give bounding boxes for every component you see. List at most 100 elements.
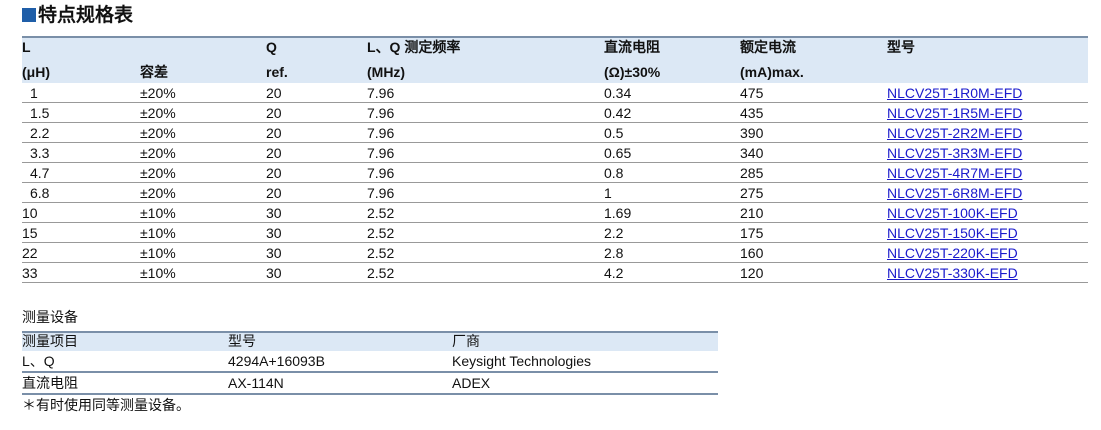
- column-header: L: [22, 39, 31, 55]
- cell: 0.65: [604, 145, 632, 161]
- column-header: 额定电流: [740, 39, 796, 55]
- cell: AX-114N: [228, 375, 284, 391]
- cell: ±20%: [140, 125, 176, 141]
- cell: 4.2: [604, 265, 624, 281]
- column-header: (MHz): [367, 64, 406, 80]
- cell: 275: [740, 185, 764, 201]
- cell: 7.96: [367, 125, 395, 141]
- cell: ±10%: [140, 265, 176, 281]
- cell: 160: [740, 245, 764, 261]
- cell: ±10%: [140, 205, 176, 221]
- cell: 20: [266, 145, 282, 161]
- column-header: ref.: [266, 64, 288, 80]
- column-header: 型号: [887, 39, 915, 55]
- part-number-link[interactable]: NLCV25T-1R5M-EFD: [887, 105, 1023, 121]
- cell: 30: [266, 245, 282, 261]
- row-rule: [22, 242, 1088, 243]
- cell: 30: [266, 205, 282, 221]
- cell: 1: [604, 185, 612, 201]
- part-number-link[interactable]: NLCV25T-2R2M-EFD: [887, 125, 1023, 141]
- cell: 10: [22, 205, 38, 221]
- row-rule: [22, 262, 1088, 263]
- part-number-link[interactable]: NLCV25T-1R0M-EFD: [887, 85, 1023, 101]
- row-rule: [22, 182, 1088, 183]
- cell: 340: [740, 145, 764, 161]
- cell: 175: [740, 225, 764, 241]
- cell: ±20%: [140, 105, 176, 121]
- rule: [22, 331, 718, 333]
- column-header: (mA)max.: [740, 64, 804, 80]
- cell: 2.8: [604, 245, 624, 261]
- equipment-header-bg: [22, 333, 718, 351]
- cell: ±20%: [140, 165, 176, 181]
- title-marker: [22, 8, 36, 22]
- cell: ±10%: [140, 225, 176, 241]
- row-rule: [22, 371, 718, 373]
- part-number-link[interactable]: NLCV25T-220K-EFD: [887, 245, 1018, 261]
- part-number-link[interactable]: NLCV25T-4R7M-EFD: [887, 165, 1023, 181]
- cell: 22: [22, 245, 38, 261]
- row-rule: [22, 222, 1088, 223]
- cell: 7.96: [367, 85, 395, 101]
- row-rule: [22, 142, 1088, 143]
- cell: 7.96: [367, 145, 395, 161]
- part-number-link[interactable]: NLCV25T-3R3M-EFD: [887, 145, 1023, 161]
- cell: 2.2: [604, 225, 624, 241]
- column-header: 测量项目: [22, 333, 78, 349]
- cell: 7.96: [367, 165, 395, 181]
- spec-header-bg: [22, 37, 1088, 83]
- part-number-link[interactable]: NLCV25T-100K-EFD: [887, 205, 1018, 221]
- row-rule: [22, 122, 1088, 123]
- cell: ±20%: [140, 145, 176, 161]
- part-number-link[interactable]: NLCV25T-6R8M-EFD: [887, 185, 1023, 201]
- cell: 直流电阻: [22, 375, 78, 391]
- cell: 285: [740, 165, 764, 181]
- cell: 15: [22, 225, 38, 241]
- cell: 2.52: [367, 245, 395, 261]
- cell: 120: [740, 265, 764, 281]
- cell: ADEX: [452, 375, 491, 391]
- cell: 20: [266, 185, 282, 201]
- cell: 2.52: [367, 265, 395, 281]
- cell: 7.96: [367, 105, 395, 121]
- cell: 4.7: [30, 165, 50, 181]
- note: ＊有时使用同等测量设备。: [22, 397, 190, 413]
- part-number-link[interactable]: NLCV25T-150K-EFD: [887, 225, 1018, 241]
- cell: 2.52: [367, 225, 395, 241]
- column-header: 直流电阻: [604, 39, 660, 55]
- cell: 20: [266, 85, 282, 101]
- row-rule: [22, 202, 1088, 203]
- column-header: (Ω)±30%: [604, 64, 661, 80]
- cell: L、Q: [22, 353, 55, 369]
- cell: ±20%: [140, 85, 176, 101]
- cell: 2.2: [30, 125, 50, 141]
- row-rule: [22, 282, 1088, 283]
- cell: 30: [266, 265, 282, 281]
- cell: 30: [266, 225, 282, 241]
- column-header: Q: [266, 39, 277, 55]
- column-header: 厂商: [452, 333, 480, 349]
- row-rule: [22, 162, 1088, 163]
- part-number-link[interactable]: NLCV25T-330K-EFD: [887, 265, 1018, 281]
- cell: 20: [266, 165, 282, 181]
- column-header: 容差: [140, 64, 168, 80]
- row-rule: [22, 393, 718, 395]
- cell: 1.5: [30, 105, 50, 121]
- cell: 435: [740, 105, 764, 121]
- column-header: L、Q 测定频率: [367, 39, 461, 55]
- cell: 390: [740, 125, 764, 141]
- cell: 6.8: [30, 185, 50, 201]
- cell: 4294A+16093B: [228, 353, 325, 369]
- section-title: 测量设备: [22, 309, 78, 325]
- page-title: 特点规格表: [38, 5, 134, 26]
- cell: ±20%: [140, 185, 176, 201]
- cell: 1: [30, 85, 38, 101]
- cell: 0.5: [604, 125, 624, 141]
- row-rule: [22, 102, 1088, 103]
- cell: ±10%: [140, 245, 176, 261]
- cell: 33: [22, 265, 38, 281]
- cell: 475: [740, 85, 764, 101]
- cell: 0.42: [604, 105, 632, 121]
- cell: 2.52: [367, 205, 395, 221]
